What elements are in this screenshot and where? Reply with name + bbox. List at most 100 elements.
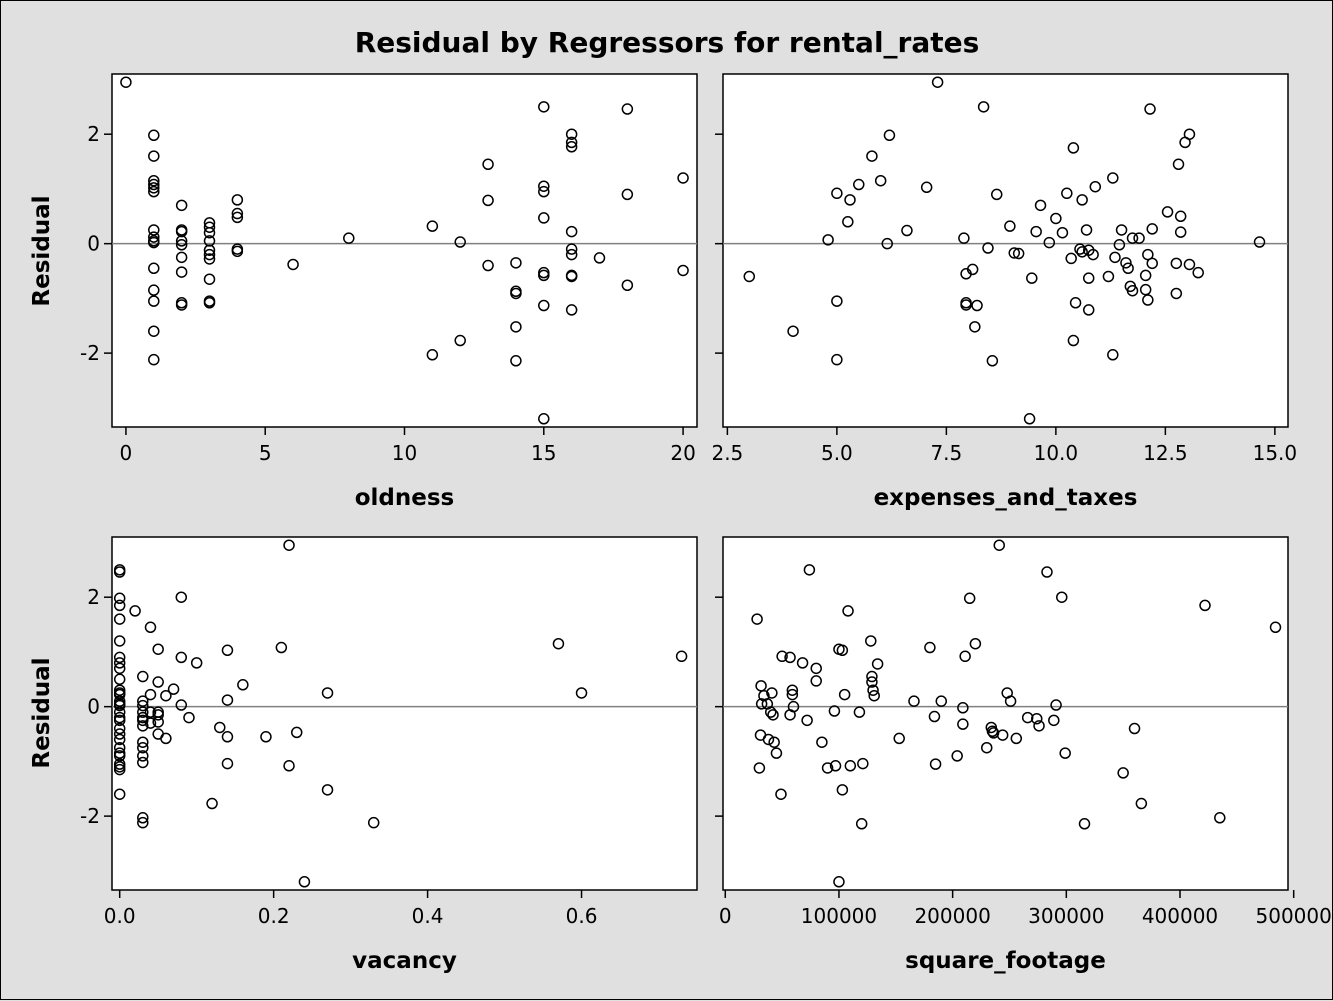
data-point bbox=[1142, 294, 1154, 306]
data-point bbox=[113, 673, 126, 686]
data-point bbox=[510, 287, 522, 300]
panel-vacancy: 0.0 0.2 0.4 0.6 -2 0 2 vacancy bbox=[80, 536, 698, 974]
data-point bbox=[855, 818, 868, 830]
data-point bbox=[565, 141, 578, 153]
data-point bbox=[283, 539, 295, 551]
data-point bbox=[1170, 257, 1183, 270]
data-point bbox=[1133, 232, 1145, 244]
data-point bbox=[1107, 172, 1119, 184]
data-point bbox=[203, 248, 216, 261]
data-point bbox=[113, 714, 126, 727]
data-point bbox=[801, 714, 813, 727]
x-axis-label: vacancy bbox=[352, 948, 457, 974]
x-axis-label: expenses_and_taxes bbox=[874, 485, 1138, 511]
data-point bbox=[454, 236, 466, 248]
data-point bbox=[993, 539, 1005, 551]
data-point bbox=[753, 762, 766, 774]
data-point bbox=[787, 700, 800, 713]
data-point bbox=[148, 231, 160, 243]
data-point bbox=[231, 211, 244, 224]
data-point bbox=[1174, 210, 1187, 223]
data-point bbox=[113, 566, 126, 578]
data-point bbox=[113, 657, 126, 669]
data-point bbox=[1080, 224, 1093, 236]
data-point bbox=[298, 876, 311, 888]
data-point bbox=[221, 757, 234, 770]
data-point bbox=[426, 220, 439, 232]
data-point bbox=[1059, 747, 1071, 759]
y-tick-label: 0 bbox=[87, 232, 100, 256]
data-point bbox=[1021, 711, 1034, 724]
data-point bbox=[454, 334, 466, 347]
data-point bbox=[137, 714, 149, 727]
data-point bbox=[1082, 272, 1095, 284]
data-point bbox=[137, 699, 149, 712]
data-point bbox=[538, 413, 550, 425]
data-point bbox=[786, 688, 799, 701]
data-point bbox=[810, 675, 822, 687]
data-point bbox=[113, 788, 126, 800]
data-point bbox=[776, 650, 788, 663]
data-point bbox=[971, 299, 983, 312]
data-point bbox=[990, 188, 1003, 201]
data-point bbox=[766, 687, 778, 699]
x-tick-label: 5.0 bbox=[821, 441, 853, 465]
data-point bbox=[287, 258, 299, 271]
data-point bbox=[1033, 720, 1045, 732]
data-point bbox=[821, 762, 834, 774]
data-point bbox=[113, 750, 126, 762]
data-point bbox=[1050, 699, 1062, 711]
data-point bbox=[175, 651, 188, 664]
x-tick-label: 20 bbox=[670, 441, 695, 465]
data-point bbox=[1161, 206, 1174, 218]
data-point bbox=[221, 644, 234, 657]
data-point bbox=[836, 644, 849, 657]
y-tick-label: 2 bbox=[87, 122, 100, 146]
data-point bbox=[482, 259, 494, 272]
data-point bbox=[865, 635, 877, 647]
data-point bbox=[221, 731, 234, 743]
data-point bbox=[828, 705, 841, 717]
data-point bbox=[986, 355, 999, 367]
data-point bbox=[148, 178, 160, 191]
data-point bbox=[803, 564, 816, 576]
data-point bbox=[175, 299, 188, 311]
data-point bbox=[510, 257, 522, 269]
data-point bbox=[565, 248, 578, 261]
data-point bbox=[203, 297, 216, 309]
panel-oldness: 0 5 10 15 20 -2 0 2 oldness bbox=[80, 73, 698, 511]
data-point bbox=[137, 741, 149, 754]
y-axis-label-bottom: Residual bbox=[29, 657, 55, 768]
data-point bbox=[565, 304, 578, 316]
x-tick-label: 0.4 bbox=[412, 904, 444, 928]
data-point bbox=[1076, 194, 1088, 206]
data-point bbox=[893, 732, 905, 745]
plot-area bbox=[722, 536, 1289, 891]
data-point bbox=[1192, 266, 1204, 279]
data-point bbox=[935, 695, 948, 707]
data-point bbox=[842, 605, 854, 617]
data-point bbox=[786, 684, 799, 696]
data-point bbox=[966, 263, 979, 276]
x-tick-label: 0.6 bbox=[566, 904, 598, 928]
data-point bbox=[214, 721, 226, 734]
data-point bbox=[1008, 247, 1021, 259]
x-axis-label: oldness bbox=[355, 485, 455, 511]
x-tick-label: 0 bbox=[120, 441, 133, 465]
data-point bbox=[175, 699, 188, 711]
data-point bbox=[137, 720, 149, 732]
x-tick-label: 0 bbox=[719, 904, 732, 928]
data-point bbox=[621, 279, 634, 292]
data-point bbox=[1146, 223, 1158, 235]
data-point bbox=[283, 760, 295, 772]
data-point bbox=[113, 699, 126, 712]
data-point bbox=[152, 709, 164, 721]
data-point bbox=[1034, 199, 1047, 212]
data-point bbox=[148, 353, 160, 366]
data-point bbox=[1067, 142, 1080, 154]
data-point bbox=[958, 232, 970, 244]
data-point bbox=[1050, 212, 1062, 225]
plot-area bbox=[111, 73, 698, 428]
data-point bbox=[1214, 812, 1226, 824]
data-point bbox=[1030, 225, 1042, 238]
